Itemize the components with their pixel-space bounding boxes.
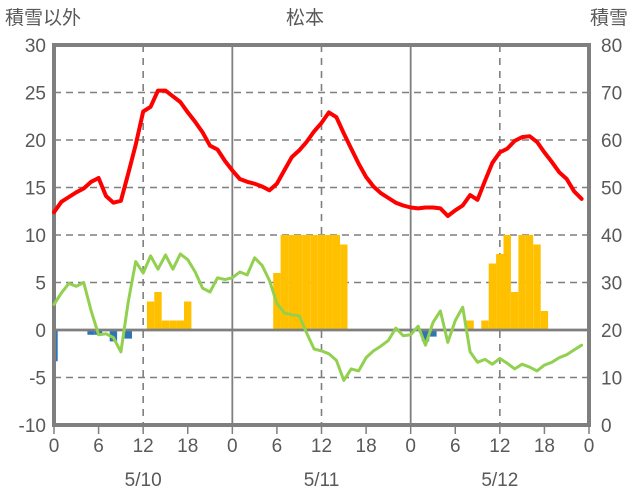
- orange-bar: [154, 292, 162, 330]
- date-label: 5/12: [481, 470, 518, 491]
- orange-bar: [184, 301, 192, 330]
- x-tick-label: 0: [405, 436, 416, 457]
- x-tick-label: 18: [534, 436, 555, 457]
- x-tick-label: 18: [356, 436, 377, 457]
- orange-bar: [525, 235, 534, 330]
- right-tick-label: 70: [601, 84, 622, 105]
- orange-bar: [496, 254, 504, 330]
- left-tick-label: -10: [19, 416, 46, 437]
- orange-bar: [466, 320, 474, 330]
- orange-bar: [302, 235, 311, 330]
- blue-bar: [429, 330, 437, 337]
- x-tick-label: 6: [450, 436, 461, 457]
- left-tick-label: 25: [25, 84, 46, 105]
- x-tick-label: 12: [133, 436, 154, 457]
- left-tick-label: 10: [25, 226, 46, 247]
- left-tick-label: 30: [25, 36, 46, 57]
- date-label: 5/10: [125, 470, 162, 491]
- orange-bar: [176, 320, 184, 330]
- left-tick-label: 15: [25, 179, 46, 200]
- right-tick-label: 20: [601, 321, 622, 342]
- x-tick-label: 6: [272, 436, 283, 457]
- x-tick-label: 18: [177, 436, 198, 457]
- x-tick-label: 12: [489, 436, 510, 457]
- left-tick-label: 5: [35, 274, 46, 295]
- left-tick-label: -5: [29, 369, 46, 390]
- orange-bar: [488, 263, 497, 330]
- orange-bar: [540, 311, 549, 330]
- left-axis-title: 積雪以外: [5, 8, 82, 29]
- orange-bar: [161, 320, 170, 330]
- blue-bar: [421, 330, 430, 342]
- date-label: 5/11: [304, 470, 340, 491]
- orange-bar: [511, 292, 519, 330]
- orange-bar: [169, 320, 177, 330]
- blue-bar: [109, 330, 118, 342]
- right-axis-title: 積雪: [589, 8, 628, 29]
- orange-bar: [340, 244, 348, 330]
- plot-border: [52, 43, 591, 427]
- orange-bar: [481, 320, 489, 330]
- right-tick-label: 0: [601, 416, 612, 437]
- orange-bar: [295, 235, 303, 330]
- orange-bar: [332, 235, 340, 330]
- x-tick-label: 0: [49, 436, 60, 457]
- blue-bar: [124, 330, 132, 339]
- orange-bar: [533, 244, 541, 330]
- red-line-path: [52, 88, 584, 218]
- left-tick-label: 20: [25, 131, 46, 152]
- chart-title: 松本: [285, 8, 324, 29]
- left-tick-label: 0: [35, 321, 46, 342]
- orange-bar: [146, 301, 155, 330]
- green-line-path: [52, 252, 584, 382]
- x-tick-label: 12: [311, 436, 332, 457]
- orange-bar: [518, 235, 526, 330]
- x-tick-label: 0: [227, 436, 238, 457]
- right-tick-label: 40: [601, 226, 622, 247]
- orange-bar: [503, 235, 511, 330]
- orange-bar: [325, 235, 333, 330]
- x-tick-label: 0: [584, 436, 595, 457]
- right-tick-label: 60: [601, 131, 622, 152]
- right-tick-label: 50: [601, 179, 622, 200]
- right-tick-label: 10: [601, 369, 622, 390]
- right-tick-label: 80: [601, 36, 622, 57]
- right-tick-label: 30: [601, 274, 622, 295]
- blue-bar: [87, 330, 95, 335]
- orange-bar: [317, 235, 326, 330]
- orange-bar: [288, 235, 296, 330]
- orange-bar: [280, 235, 288, 330]
- x-tick-label: 6: [93, 436, 104, 457]
- orange-bar: [310, 235, 318, 330]
